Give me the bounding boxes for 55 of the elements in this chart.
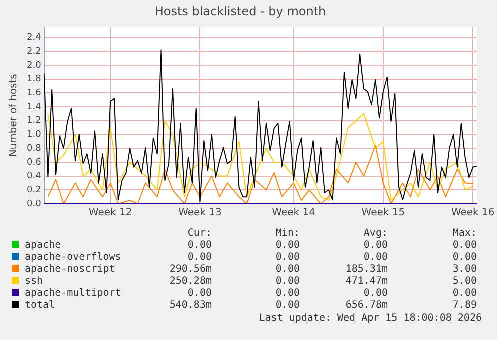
legend-label: total [24,300,56,312]
text: 0.00 [362,252,388,264]
text: 250.28m [168,276,212,288]
legend-label: ssh [24,276,44,288]
y-tick-label: 1.8 [26,74,42,85]
x-tick-label: Week 14 [272,208,316,219]
text: 0.00 [274,276,300,288]
text: 0.00 [362,288,388,300]
text: 540.83m [168,300,212,312]
y-tick-label: 0.2 [26,185,42,196]
text: 656.78m [344,300,388,312]
text: Max: [452,228,477,240]
y-tick-label: 2.2 [26,46,42,57]
text: 0.00 [274,252,300,264]
y-tick-label: 0.6 [26,158,42,168]
text: 0.00 [274,300,300,312]
x-tick-label: Week 15 [362,208,406,219]
text: 0.00 [362,240,388,252]
text: 290.56m [168,264,212,276]
text: Min: [274,228,300,240]
text: Avg: [362,228,388,240]
y-tick-label: 1.0 [26,130,42,140]
y-tick-label: 0.8 [26,144,42,154]
y-tick-label: 2.0 [26,60,42,71]
text: 0.00 [186,252,212,264]
text: 0.00 [274,240,300,252]
y-tick-label: 1.4 [26,102,42,112]
legend-label: apache [24,240,62,252]
x-tick-label: Week 12 [88,208,132,219]
y-tick-label: 1.2 [26,116,42,126]
text: 5.00 [452,276,477,288]
text: 471.47m [344,276,388,288]
y-tick-label: 0.0 [26,199,42,210]
text: 0.00 [452,252,477,264]
legend-label: apache-overflows [24,252,122,264]
text: 3.00 [452,264,477,276]
y-tick-label: 0.4 [26,172,42,182]
text: 0.00 [452,240,477,252]
legend-label: apache-noscript [24,264,116,276]
text: 0.00 [452,288,477,300]
text: 0.00 [274,264,300,276]
text: 0.00 [186,288,212,300]
text: 185.31m [344,264,388,276]
text: Cur: [186,228,212,240]
chart-title: Hosts blacklisted - by month [154,4,326,18]
text: 0.00 [274,288,300,300]
text: 7.89 [452,300,477,312]
x-tick-label: Week 13 [178,208,222,219]
y-tick-label: 2.4 [26,33,42,44]
legend-label: apache-multiport [24,288,122,300]
y-tick-label: 1.6 [26,88,42,99]
x-tick-label: Week 16 [451,208,495,219]
text: Last update: Wed Apr 15 18:00:08 2026 [259,313,482,324]
y-axis-title: Number of hosts [8,74,20,158]
text: 0.00 [186,240,212,252]
